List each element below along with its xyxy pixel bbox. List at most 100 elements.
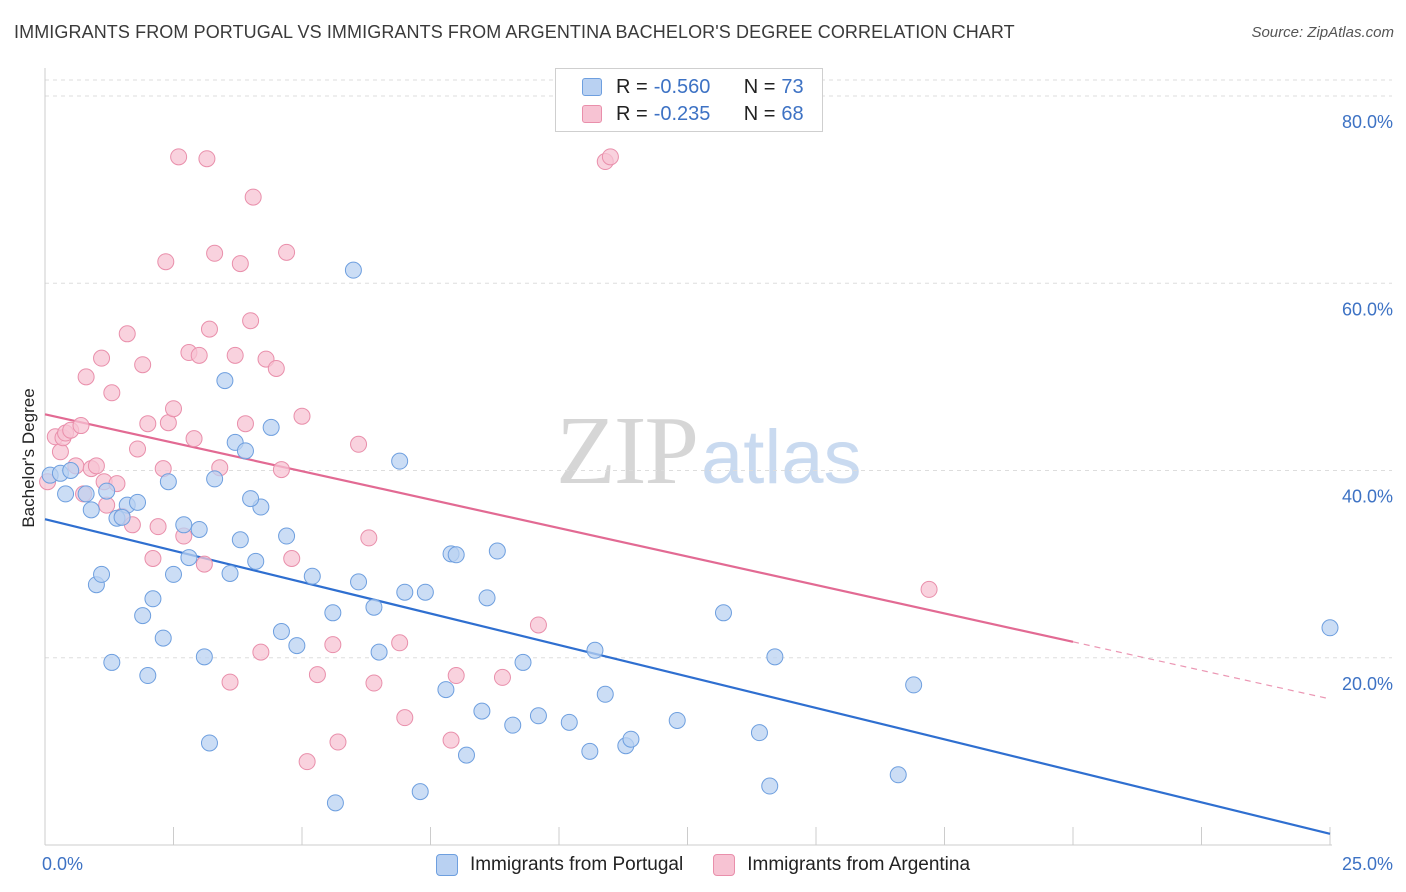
point-argentina (139, 415, 157, 433)
legend-r-value: -0.235 (653, 102, 711, 125)
point-portugal (113, 508, 131, 526)
point-argentina (283, 550, 301, 568)
point-portugal (190, 520, 208, 538)
legend-r-value: -0.560 (653, 75, 711, 98)
series-label-portugal: Immigrants from Portugal (469, 854, 684, 875)
y-axis-label: Bachelor's Degree (19, 388, 38, 527)
legend-n-label: N = (743, 102, 776, 125)
point-argentina (134, 356, 152, 374)
point-portugal (154, 629, 172, 647)
point-argentina (442, 731, 460, 749)
point-portugal (103, 653, 121, 671)
point-portugal (714, 604, 732, 622)
point-portugal (478, 589, 496, 607)
point-argentina (267, 359, 285, 377)
y-tick-label: 40.0% (1342, 487, 1393, 507)
correlation-legend: R = -0.560 N = 73 R = -0.235 N = 68 (555, 68, 823, 132)
point-portugal (350, 573, 368, 591)
source-credit: Source: ZipAtlas.com (1251, 24, 1394, 41)
point-portugal (144, 590, 162, 608)
point-portugal (62, 462, 80, 479)
point-argentina (360, 529, 378, 547)
point-argentina (51, 443, 69, 461)
point-argentina (200, 320, 218, 338)
series-legend: Immigrants from Portugal Immigrants from… (0, 852, 1406, 878)
point-portugal (344, 261, 362, 279)
point-portugal (370, 643, 388, 661)
point-argentina (198, 150, 216, 168)
trend-line-argentina-extension (1072, 641, 1331, 700)
point-portugal (416, 583, 434, 601)
trend-line-argentina (44, 413, 1074, 643)
series-label-argentina: Immigrants from Argentina (747, 854, 971, 875)
point-portugal (159, 473, 177, 491)
point-portugal (216, 372, 234, 390)
point-portugal (236, 442, 254, 460)
point-portugal (473, 702, 491, 720)
x-tick-label: 25.0% (1342, 854, 1393, 874)
point-portugal (98, 482, 116, 500)
point-argentina (920, 580, 938, 598)
point-argentina (447, 667, 465, 685)
point-argentina (87, 457, 105, 475)
point-portugal (514, 653, 532, 671)
watermark: ZIPatlas (556, 400, 862, 500)
legend-row-portugal: R = -0.560 N = 73 (582, 75, 804, 99)
point-portugal (206, 470, 224, 488)
point-portugal (1321, 619, 1339, 637)
point-portugal (437, 681, 455, 699)
point-portugal (221, 564, 239, 582)
point-argentina (391, 634, 409, 652)
point-portugal (391, 452, 409, 470)
series-swatch-argentina (713, 854, 736, 876)
point-argentina (185, 430, 203, 448)
point-portugal (326, 794, 344, 812)
series-legend-argentina: Immigrants from Argentina (713, 854, 970, 876)
point-argentina (252, 643, 270, 661)
point-argentina (308, 666, 326, 684)
point-portugal (231, 531, 249, 549)
legend-swatch-portugal (582, 78, 602, 96)
data-points (39, 148, 1339, 812)
point-argentina (601, 148, 619, 166)
point-argentina (129, 440, 147, 458)
point-argentina (77, 368, 95, 386)
point-argentina (93, 349, 111, 367)
point-portugal (195, 648, 213, 666)
series-swatch-portugal (435, 854, 458, 876)
axes (44, 68, 1332, 846)
point-argentina (170, 148, 188, 166)
point-argentina (365, 674, 383, 692)
point-portugal (93, 565, 111, 583)
point-argentina (149, 518, 167, 536)
series-legend-portugal: Immigrants from Portugal (435, 854, 684, 876)
point-portugal (560, 713, 578, 731)
point-portugal (324, 604, 342, 622)
point-argentina (221, 673, 239, 691)
point-portugal (175, 516, 193, 534)
point-portugal (129, 493, 147, 511)
axis-labels: 20.0% 40.0% 60.0% 80.0% 0.0% 25.0% Bachelor's … (19, 112, 1393, 874)
point-argentina (298, 753, 316, 771)
point-argentina (324, 636, 342, 654)
point-argentina (242, 312, 260, 330)
x-tick-label: 0.0% (42, 854, 83, 874)
legend-swatch-argentina (582, 105, 602, 123)
point-argentina (206, 244, 224, 262)
point-argentina (144, 550, 162, 568)
point-portugal (396, 583, 414, 601)
grid-lines (45, 79, 1392, 659)
chart-title: IMMIGRANTS FROM PORTUGAL VS IMMIGRANTS F… (14, 22, 1015, 42)
point-argentina (329, 733, 347, 751)
point-portugal (581, 742, 599, 760)
point-portugal (504, 716, 522, 734)
point-portugal (242, 490, 260, 508)
point-portugal (278, 527, 296, 545)
point-portugal (165, 565, 182, 583)
point-argentina (293, 407, 311, 425)
trend-line-portugal (44, 518, 1331, 835)
point-portugal (139, 667, 157, 685)
point-argentina (165, 400, 182, 418)
point-portugal (57, 485, 75, 503)
